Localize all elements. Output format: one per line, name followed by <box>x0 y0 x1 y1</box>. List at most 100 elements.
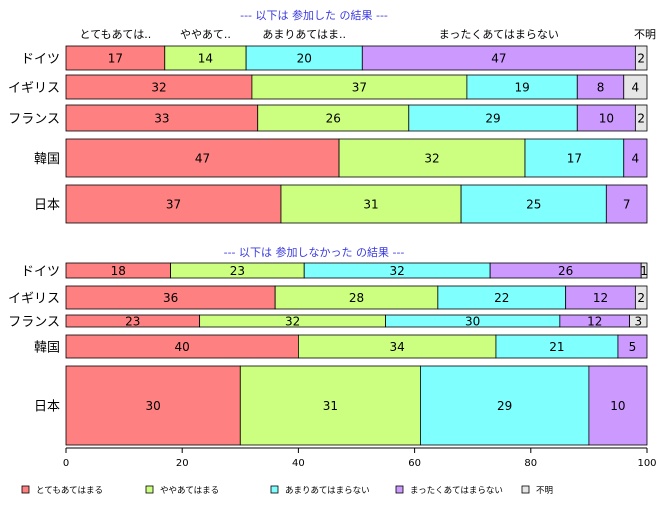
value-label: 1 <box>640 264 648 278</box>
value-label: 2 <box>637 52 645 66</box>
value-label: 37 <box>352 81 367 95</box>
bar-segment <box>65 365 241 446</box>
x-axis: 0 20 40 60 80 100 <box>63 447 657 469</box>
bar-segment <box>576 104 636 132</box>
value-label: 40 <box>175 340 190 354</box>
category-label: フランス <box>8 315 60 330</box>
legend-label: あまりあてはまらない <box>285 486 370 496</box>
value-label: 23 <box>230 264 245 278</box>
value-label: 5 <box>629 340 637 354</box>
legend-swatch <box>521 485 530 494</box>
bar-segment <box>65 74 253 100</box>
value-label: 20 <box>297 52 312 66</box>
value-label: 17 <box>108 52 123 66</box>
value-label: 10 <box>610 399 625 413</box>
bar-segment <box>634 285 648 310</box>
legend-label: 不明 <box>536 486 553 496</box>
value-label: 14 <box>198 52 213 66</box>
category-label: 韓国 <box>34 341 60 356</box>
x-tick-label: 0 <box>63 458 69 469</box>
value-label: 26 <box>326 112 341 126</box>
category-label: イギリス <box>8 81 60 96</box>
x-tick-label: 60 <box>408 458 421 469</box>
value-label: 26 <box>558 264 573 278</box>
legend-swatch <box>145 485 154 494</box>
value-label: 36 <box>163 291 178 305</box>
value-label: 12 <box>593 291 608 305</box>
legend-label: まったくあてはまらない <box>410 486 503 496</box>
category-label: ドイツ <box>21 265 60 280</box>
value-label: 8 <box>597 81 605 95</box>
bar-segment <box>65 104 259 132</box>
value-label: 29 <box>497 399 512 413</box>
x-tick-label: 100 <box>637 458 656 469</box>
value-label: 25 <box>526 198 541 212</box>
panel-2-title: --- 以下は 参加しなかった の結果 --- <box>224 245 405 259</box>
category-label: 日本 <box>34 400 60 415</box>
value-label: 37 <box>166 198 181 212</box>
x-tick-label: 20 <box>176 458 189 469</box>
column-header: まったくあてはまらない <box>439 28 559 41</box>
x-tick-label: 80 <box>524 458 537 469</box>
value-label: 10 <box>599 112 614 126</box>
bar-segment <box>629 314 648 328</box>
legend-label: ややあてはまる <box>160 486 219 496</box>
value-label: 31 <box>363 198 378 212</box>
bar-segment <box>65 184 282 224</box>
column-header: 不明 <box>634 28 656 41</box>
value-label: 32 <box>151 81 166 95</box>
column-header: とてもあては.. <box>80 28 152 41</box>
value-label: 12 <box>587 315 602 329</box>
bar-segment <box>605 184 648 224</box>
bar-segment <box>617 334 648 359</box>
value-label: 2 <box>637 291 645 305</box>
bar-segment <box>634 45 648 71</box>
value-label: 4 <box>632 81 640 95</box>
value-label: 2 <box>637 112 645 126</box>
value-label: 22 <box>494 291 509 305</box>
legend: とてもあてはまる ややあてはまる あまりあてはまらない まったくあてはまらない 不明 <box>21 485 553 496</box>
value-label: 3 <box>634 315 642 329</box>
legend-label: とてもあてはまる <box>36 486 103 496</box>
value-label: 7 <box>623 198 631 212</box>
value-label: 28 <box>349 291 364 305</box>
value-label: 32 <box>285 315 300 329</box>
bar-segment <box>245 45 363 71</box>
x-tick-label: 40 <box>292 458 305 469</box>
bar-segment <box>420 365 590 446</box>
value-label: 47 <box>491 52 506 66</box>
category-label: 韓国 <box>34 152 60 167</box>
bar-segment <box>239 365 421 446</box>
legend-swatch <box>21 485 30 494</box>
value-label: 32 <box>390 264 405 278</box>
category-label: 日本 <box>34 198 60 213</box>
category-label: イギリス <box>8 292 60 307</box>
legend-swatch <box>395 485 404 494</box>
value-label: 21 <box>549 340 564 354</box>
value-label: 30 <box>465 315 480 329</box>
value-label: 4 <box>632 152 640 166</box>
bar-segment <box>588 365 648 446</box>
bar-segment <box>623 74 648 100</box>
value-label: 29 <box>485 112 500 126</box>
bar-segment <box>640 262 648 279</box>
bar-segment <box>65 138 340 178</box>
column-headers: とてもあては.. ややあて.. あまりあてはま.. まったくあてはまらない 不明 <box>80 28 656 41</box>
bar-segment <box>338 138 526 178</box>
value-label: 23 <box>125 315 140 329</box>
column-header: あまりあてはま.. <box>262 28 346 41</box>
value-label: 34 <box>390 340 405 354</box>
value-label: 31 <box>323 399 338 413</box>
bar-segment <box>576 74 625 100</box>
panel-1-title: --- 以下は 参加した の結果 --- <box>240 8 388 22</box>
bar-segment <box>280 184 462 224</box>
value-label: 19 <box>514 81 529 95</box>
bar-segment <box>634 104 648 132</box>
value-label: 18 <box>111 264 126 278</box>
column-header: ややあて.. <box>180 28 231 41</box>
bar-segment <box>257 104 410 132</box>
bar-segment <box>623 138 648 178</box>
category-label: フランス <box>8 112 60 127</box>
